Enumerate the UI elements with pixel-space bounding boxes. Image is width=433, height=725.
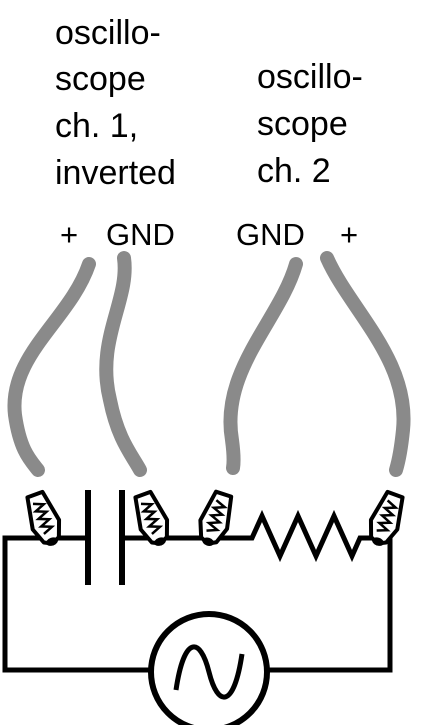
ch1-label-line-1: oscillo-	[55, 14, 161, 52]
probe-leads	[7, 251, 411, 477]
ch2-label-line-3: ch. 2	[257, 152, 331, 190]
ch1-plus-clip	[19, 487, 69, 553]
resistor-symbol	[245, 509, 366, 563]
capacitor-symbol	[85, 490, 125, 585]
ch1-gnd-clip	[127, 487, 177, 553]
ch2-label-line-2: scope	[257, 105, 348, 143]
channel-1-label: oscillo- scope ch. 1, inverted	[55, 14, 176, 192]
probe-clips	[19, 487, 411, 553]
ch1-plus-lead	[7, 257, 96, 477]
ch2-gnd-clip	[191, 487, 239, 552]
ch2-gnd-terminal-label: GND	[236, 217, 305, 252]
ch1-gnd-lead	[99, 251, 147, 477]
ch1-label-line-2: scope	[55, 60, 146, 98]
ch2-plus-lead	[320, 251, 411, 477]
ch2-label-line-1: oscillo-	[257, 58, 363, 96]
sine-wave-icon	[173, 644, 245, 700]
ch2-gnd-lead	[223, 257, 303, 475]
ch1-gnd-terminal-label: GND	[106, 217, 175, 252]
ch2-plus-terminal-label: +	[340, 217, 358, 252]
ac-source-symbol	[148, 611, 270, 725]
ch1-plus-terminal-label: +	[60, 217, 78, 252]
ch2-plus-clip	[361, 487, 411, 553]
channel-2-label: oscillo- scope ch. 2	[257, 58, 363, 190]
left-wire	[2, 535, 150, 673]
ch1-label-line-4: inverted	[55, 154, 176, 192]
right-wire	[268, 535, 393, 673]
ch1-label-line-3: ch. 1,	[55, 107, 138, 145]
